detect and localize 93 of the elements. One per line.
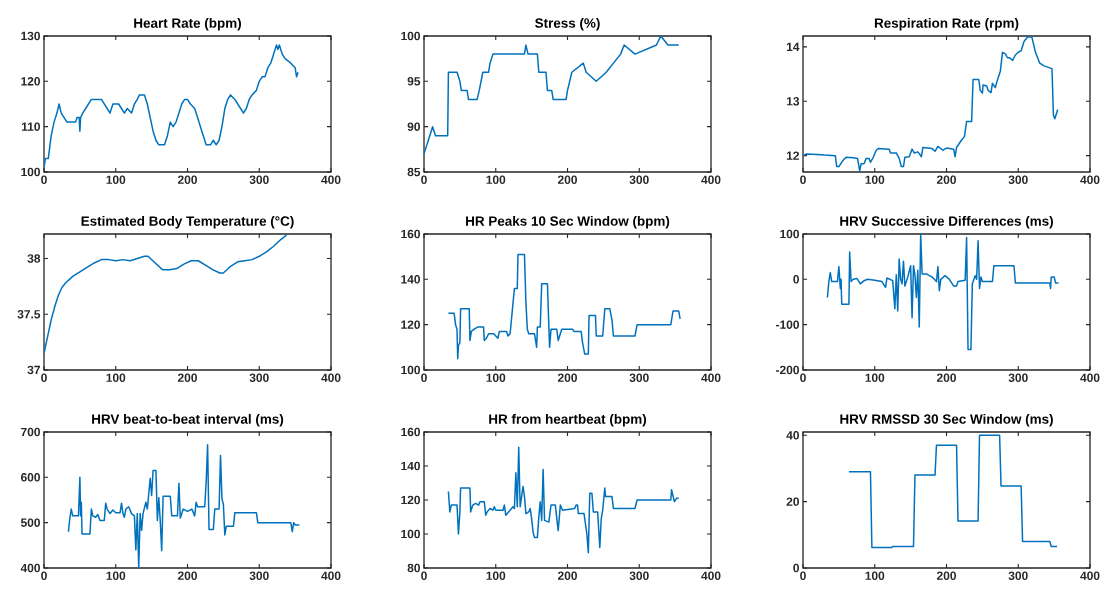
y-tick-label: 38 <box>27 254 41 263</box>
x-tick-label: 0 <box>421 571 427 580</box>
y-tick-label: -100 <box>776 320 799 329</box>
y-tick-label: 80 <box>407 563 420 573</box>
y-tick-label: 37 <box>27 365 40 375</box>
y-tick-label: 12 <box>786 151 800 160</box>
x-tick-label: 300 <box>1008 571 1028 580</box>
y-tick-label: 140 <box>401 275 420 284</box>
y-tick-label: 13 <box>786 97 800 106</box>
y-tick-label: 90 <box>407 122 420 131</box>
x-tick-label: 100 <box>865 175 885 184</box>
x-tick-label: 300 <box>249 571 269 580</box>
y-tick-label: 100 <box>401 365 420 375</box>
x-tick-label: 300 <box>249 175 269 184</box>
x-tick-label: 200 <box>557 175 577 184</box>
y-tick-label: 100 <box>21 167 40 177</box>
x-tick-label: 0 <box>800 571 806 580</box>
chart-title: Stress (%) <box>535 17 600 31</box>
x-tick-label: 100 <box>486 571 506 580</box>
y-tick-label: 110 <box>21 122 40 131</box>
y-tick-label: 120 <box>401 495 420 505</box>
y-tick-label: 100 <box>401 529 420 539</box>
y-tick-label: 100 <box>780 229 799 239</box>
x-tick-label: 100 <box>106 175 126 184</box>
y-tick-label: 500 <box>20 518 40 527</box>
x-tick-label: 200 <box>557 373 577 382</box>
y-tick-label: 0 <box>793 563 799 573</box>
y-tick-label: 400 <box>20 563 40 573</box>
x-tick-label: 200 <box>936 175 956 184</box>
x-tick-label: 400 <box>701 175 721 184</box>
y-tick-label: 130 <box>21 31 40 41</box>
y-tick-label: 20 <box>786 497 799 506</box>
y-tick-label: -200 <box>776 365 799 375</box>
x-tick-label: 400 <box>321 175 341 184</box>
x-tick-label: 400 <box>1080 571 1100 580</box>
x-tick-label: 0 <box>421 373 427 382</box>
chart-title: HRV RMSSD 30 Sec Window (ms) <box>840 413 1053 427</box>
line-series <box>848 434 1058 549</box>
x-tick-label: 100 <box>486 373 506 382</box>
y-tick-label: 160 <box>401 229 420 239</box>
y-tick-label: 100 <box>401 31 420 41</box>
y-tick-label: 600 <box>20 473 40 482</box>
chart-title: HR from heartbeat (bpm) <box>489 413 647 427</box>
chart-title: Respiration Rate (rpm) <box>874 17 1019 31</box>
line-series <box>447 446 680 554</box>
y-tick-label: 40 <box>786 431 799 440</box>
x-tick-label: 0 <box>421 175 427 184</box>
y-tick-label: 120 <box>21 77 40 86</box>
x-tick-label: 300 <box>629 373 649 382</box>
y-tick-label: 95 <box>407 77 421 86</box>
x-tick-label: 400 <box>1080 175 1100 184</box>
line-series <box>826 233 1060 351</box>
x-tick-label: 300 <box>1008 373 1028 382</box>
x-tick-label: 400 <box>321 571 341 580</box>
y-tick-label: 140 <box>401 461 420 471</box>
y-tick-label: 0 <box>793 275 799 284</box>
x-tick-label: 300 <box>1008 175 1028 184</box>
chart-title: HR Peaks 10 Sec Window (bpm) <box>466 215 670 229</box>
x-tick-label: 200 <box>177 373 197 382</box>
y-tick-label: 160 <box>401 427 420 437</box>
x-tick-label: 200 <box>557 571 577 580</box>
y-tick-label: 85 <box>407 167 421 177</box>
x-tick-label: 100 <box>106 373 126 382</box>
x-tick-label: 200 <box>177 175 197 184</box>
x-tick-label: 0 <box>41 373 47 382</box>
y-tick-label: 14 <box>786 42 800 51</box>
y-tick-label: 120 <box>401 320 420 329</box>
x-tick-label: 100 <box>865 571 885 580</box>
x-tick-label: 400 <box>701 373 721 382</box>
x-tick-label: 300 <box>629 571 649 580</box>
line-series <box>803 36 1059 172</box>
chart-title: HRV Successive Differences (ms) <box>840 215 1053 229</box>
y-tick-label: 37.5 <box>17 310 41 319</box>
x-tick-label: 200 <box>936 571 956 580</box>
x-tick-label: 100 <box>865 373 885 382</box>
x-tick-label: 0 <box>41 175 47 184</box>
line-series <box>67 443 301 568</box>
x-tick-label: 0 <box>41 571 47 580</box>
x-tick-label: 400 <box>1080 373 1100 382</box>
chart-title: HRV beat-to-beat interval (ms) <box>92 413 284 427</box>
x-tick-label: 200 <box>177 571 197 580</box>
chart-title: Estimated Body Temperature (°C) <box>81 215 294 229</box>
x-tick-label: 100 <box>486 175 506 184</box>
x-tick-label: 0 <box>800 373 806 382</box>
x-tick-label: 300 <box>249 373 269 382</box>
chart-title: Heart Rate (bpm) <box>134 17 241 31</box>
x-tick-label: 0 <box>800 175 806 184</box>
x-tick-label: 200 <box>936 373 956 382</box>
x-tick-label: 100 <box>106 571 126 580</box>
x-tick-label: 400 <box>701 571 721 580</box>
x-tick-label: 300 <box>629 175 649 184</box>
x-tick-label: 400 <box>321 373 341 382</box>
y-tick-label: 700 <box>21 427 40 437</box>
